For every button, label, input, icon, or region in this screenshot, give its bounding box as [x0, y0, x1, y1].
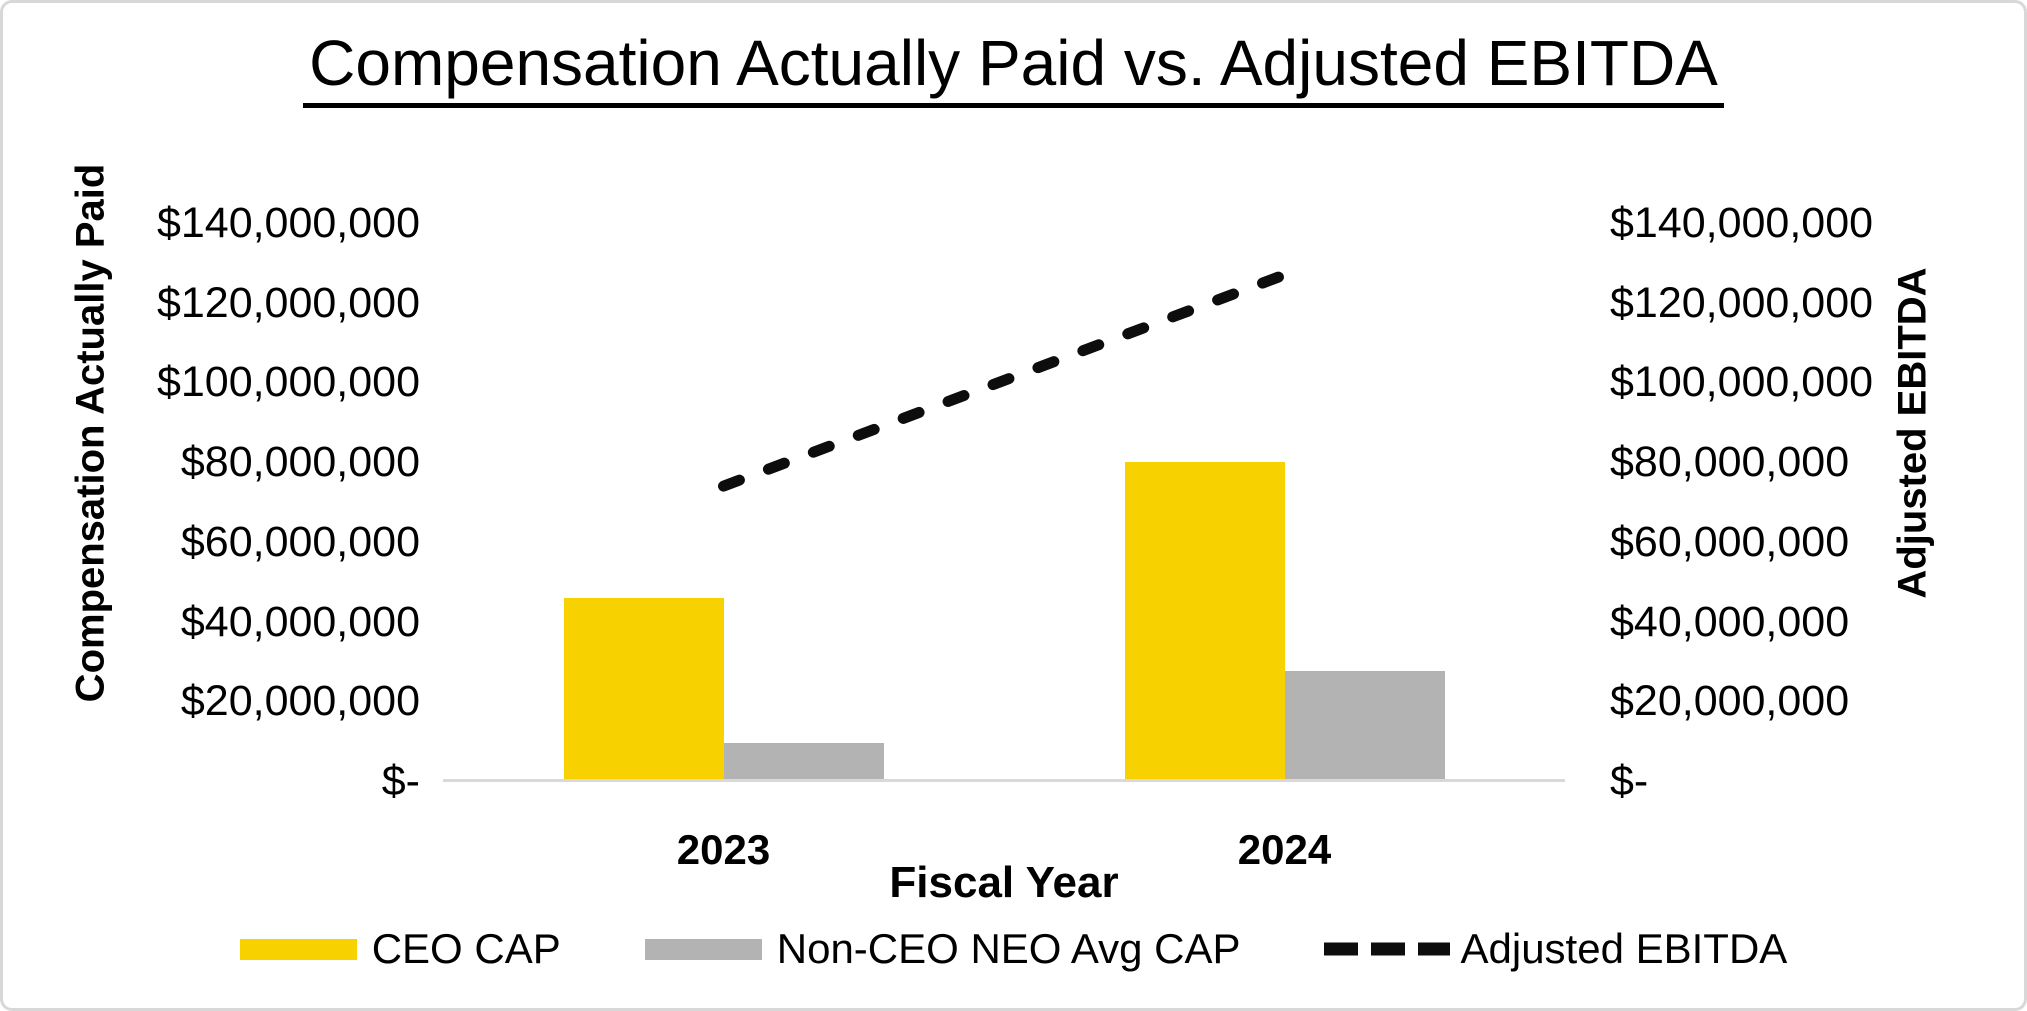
legend-label-ceo-cap: CEO CAP [371, 925, 561, 972]
y-tick-label-left: $100,000,000 [156, 358, 420, 407]
legend-item-ceo-cap: CEO CAP [239, 925, 561, 973]
y-tick-label-left: $120,000,000 [156, 278, 420, 327]
y-tick-label-right: $60,000,000 [1610, 517, 1850, 566]
legend-label-non-ceo-neo-avg-cap: Non-CEO NEO Avg CAP [776, 925, 1241, 972]
y-tick-label-right: $100,000,000 [1610, 358, 1874, 407]
y-tick-label-left: $80,000,000 [180, 438, 420, 487]
bar-ceo-cap-2023 [564, 598, 724, 781]
chart-title: Compensation Actually Paid vs. Adjusted … [3, 29, 2024, 108]
legend-item-adjusted-ebitda: Adjusted EBITDA [1324, 925, 1787, 973]
bar-ceo-cap-2024 [1125, 462, 1285, 781]
x-axis-line [443, 779, 1565, 782]
y-tick-label-right: $- [1610, 757, 1649, 805]
y-tick-label-right: $140,000,000 [1610, 199, 1874, 247]
legend-label-adjusted-ebitda: Adjusted EBITDA [1460, 925, 1788, 972]
y-tick-label-right: $120,000,000 [1610, 278, 1874, 327]
y-tick-label-left: $- [381, 757, 420, 805]
legend-item-non-ceo-neo-avg-cap: Non-CEO NEO Avg CAP [644, 925, 1241, 973]
adjusted-ebitda-line-path [718, 269, 1290, 492]
y-tick-label-left: $140,000,000 [156, 199, 420, 247]
bar-non-ceo-neo-avg-cap-2024 [1285, 671, 1445, 781]
non-ceo-neo-avg-cap-swatch-icon [644, 938, 762, 960]
y-tick-label-right: $40,000,000 [1610, 597, 1850, 646]
y-tick-label-right: $80,000,000 [1610, 438, 1850, 487]
x-axis-title-text: Fiscal Year [889, 858, 1119, 907]
x-axis-title: Fiscal Year [443, 859, 1565, 907]
x-category-label-2024: 2024 [1237, 826, 1332, 873]
x-category-label-2023: 2023 [676, 826, 771, 873]
y-tick-label-left: $40,000,000 [180, 597, 420, 646]
chart-title-text: Compensation Actually Paid vs. Adjusted … [303, 29, 1724, 108]
bar-non-ceo-neo-avg-cap-2023 [724, 743, 884, 781]
ceo-cap-swatch-icon [239, 938, 357, 960]
y-tick-label-left: $60,000,000 [180, 517, 420, 566]
y-tick-label-left: $20,000,000 [180, 677, 420, 726]
right-axis-title-text: Adjusted EBITDA [1890, 267, 1935, 599]
adjusted-ebitda-dash-icon [1324, 942, 1451, 956]
legend: CEO CAP Non-CEO NEO Avg CAP Adjusted EBI… [3, 921, 2024, 977]
y-tick-label-right: $20,000,000 [1610, 677, 1850, 726]
